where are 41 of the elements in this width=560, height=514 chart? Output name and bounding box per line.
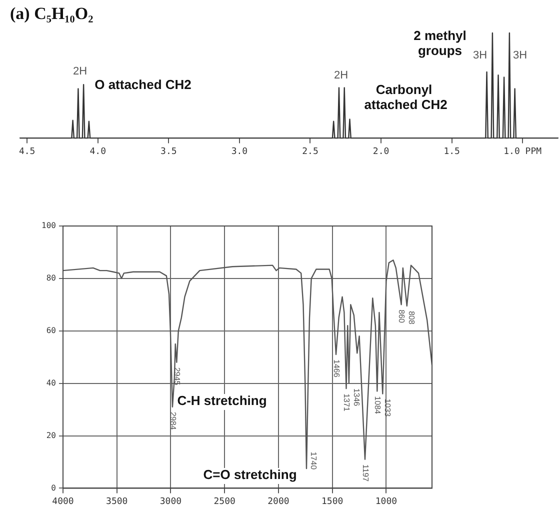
x-tick-label: 3.0	[231, 146, 248, 157]
y-tick-label: 100	[42, 221, 56, 230]
x-tick-label: 3500	[106, 496, 128, 507]
annotation: 1033	[382, 398, 392, 418]
x-tick-label: 2500	[214, 496, 236, 507]
annotation: 1740	[308, 452, 318, 470]
annotation: 1084	[372, 396, 382, 415]
x-tick-label: 4000	[52, 496, 74, 507]
x-tick-label: 1.0 PPM	[504, 146, 542, 157]
x-tick-label: 2000	[268, 496, 290, 507]
y-tick-label: 60	[46, 326, 56, 335]
annotation: 3H	[472, 50, 488, 62]
annotation: 1346	[352, 388, 362, 407]
annotation: 2H	[334, 70, 348, 82]
x-tick-label: 3.5	[160, 146, 177, 157]
x-tick-label: 2.0	[372, 146, 390, 157]
annotation: Carbonyl attached CH2	[360, 82, 448, 112]
x-tick-label: 1.5	[444, 146, 460, 157]
annotation: O attached CH2	[94, 77, 192, 92]
x-tick-label: 1000	[375, 496, 398, 507]
x-tick-label: 4.5	[18, 146, 36, 157]
annotation: C-H stretching	[177, 393, 267, 408]
annotation: 1466	[332, 359, 341, 378]
y-tick-label: 0	[51, 483, 56, 492]
x-tick-label: 4.0	[90, 146, 106, 157]
x-tick-label: 1500	[322, 496, 344, 507]
annotation: 2 methyl groups	[414, 28, 466, 58]
y-tick-label: 20	[46, 430, 56, 440]
chart-title: (a) C₅H₁₀O₂	[10, 4, 94, 24]
x-tick-label: 2.5	[302, 146, 318, 157]
annotation: 860	[397, 310, 406, 324]
annotation: 2H	[72, 66, 88, 78]
y-tick-label: 40	[46, 378, 56, 388]
annotation: 808	[407, 310, 416, 325]
annotation: 1371	[342, 394, 352, 412]
y-tick-label: 80	[46, 274, 56, 283]
annotation: 1197	[360, 464, 370, 482]
annotation: 3H	[512, 50, 528, 62]
annotation: C=O stretching	[203, 467, 297, 482]
annotation: 2984	[168, 412, 178, 430]
x-tick-label: 3000	[160, 496, 182, 507]
